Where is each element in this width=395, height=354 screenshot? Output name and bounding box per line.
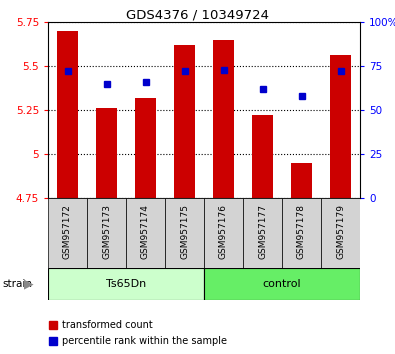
Text: GSM957172: GSM957172 bbox=[63, 204, 72, 259]
Bar bbox=[87, 198, 126, 268]
Text: control: control bbox=[263, 279, 301, 289]
Text: GSM957177: GSM957177 bbox=[258, 204, 267, 259]
Bar bbox=[174, 45, 195, 198]
Bar bbox=[282, 198, 321, 268]
Text: GDS4376 / 10349724: GDS4376 / 10349724 bbox=[126, 9, 269, 22]
Bar bbox=[135, 98, 156, 198]
Bar bbox=[165, 198, 204, 268]
Bar bbox=[291, 163, 312, 198]
Text: Ts65Dn: Ts65Dn bbox=[106, 279, 146, 289]
Text: GSM957175: GSM957175 bbox=[180, 204, 189, 259]
Bar bbox=[48, 268, 204, 300]
Bar bbox=[330, 56, 351, 198]
Bar bbox=[96, 108, 117, 198]
Text: strain: strain bbox=[2, 279, 32, 289]
Text: ▶: ▶ bbox=[24, 278, 33, 291]
Bar bbox=[204, 198, 243, 268]
Text: GSM957179: GSM957179 bbox=[336, 204, 345, 259]
Text: GSM957174: GSM957174 bbox=[141, 204, 150, 259]
Bar bbox=[126, 198, 165, 268]
Bar bbox=[243, 198, 282, 268]
Bar bbox=[48, 198, 87, 268]
Text: GSM957176: GSM957176 bbox=[219, 204, 228, 259]
Bar bbox=[321, 198, 360, 268]
Text: GSM957178: GSM957178 bbox=[297, 204, 306, 259]
Bar bbox=[204, 268, 360, 300]
Bar bbox=[57, 31, 78, 198]
Text: percentile rank within the sample: percentile rank within the sample bbox=[62, 336, 227, 346]
Bar bbox=[252, 115, 273, 198]
Text: GSM957173: GSM957173 bbox=[102, 204, 111, 259]
Text: transformed count: transformed count bbox=[62, 320, 153, 330]
Bar bbox=[213, 40, 234, 198]
